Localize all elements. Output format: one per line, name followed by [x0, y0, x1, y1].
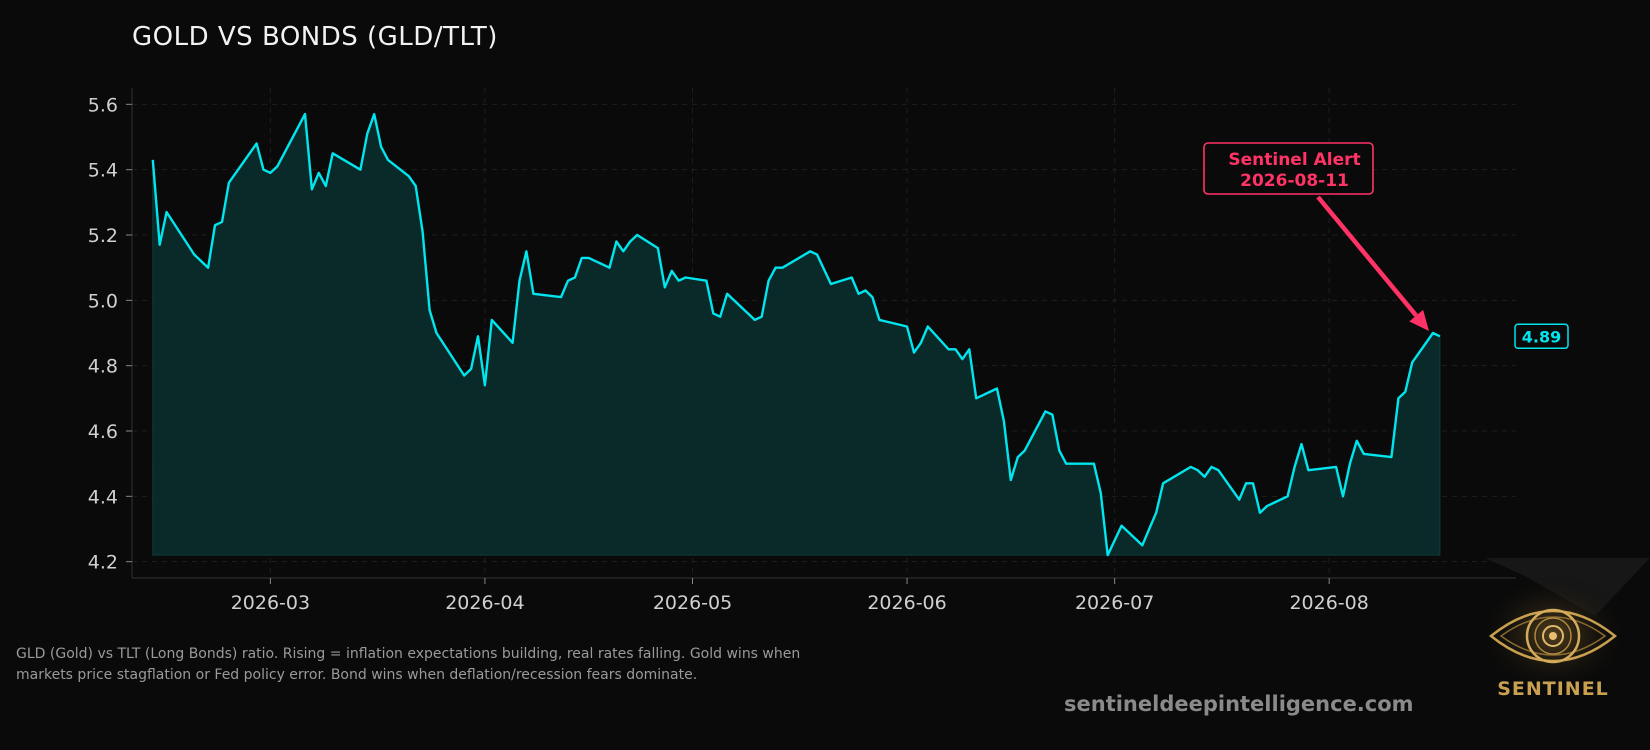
y-tick-label: 5.2 — [88, 225, 118, 247]
y-tick-label: 4.8 — [88, 356, 118, 378]
logo-text: SENTINEL — [1497, 678, 1609, 700]
alert-box — [1203, 142, 1374, 195]
alert-arrow-head — [1409, 309, 1429, 331]
y-tick-label: 4.6 — [88, 421, 118, 443]
alert-arrow-line — [1316, 195, 1418, 318]
x-axis-ticks: 2026-03 2026-04 2026-05 2026-06 2026-07 2026-… — [231, 578, 1369, 614]
x-tick-label: 2026-07 — [1075, 592, 1154, 614]
chart-caption: GLD (Gold) vs TLT (Long Bonds) ratio. Ri… — [16, 646, 801, 683]
y-tick-label: 5.0 — [88, 290, 118, 312]
x-tick-label: 2026-08 — [1289, 592, 1368, 614]
y-tick-label: 4.4 — [88, 486, 118, 508]
series-line — [151, 112, 1441, 557]
alert-title: Sentinel Alert — [1228, 150, 1360, 170]
chart-title: GOLD VS BONDS (GLD/TLT) — [132, 22, 498, 52]
y-axis-ticks: 4.2 4.4 4.6 4.8 5.0 5.2 5.4 5.6 — [88, 94, 132, 574]
y-tick-label: 5.4 — [88, 160, 118, 182]
eye-icon — [1489, 608, 1617, 664]
x-tick-label: 2026-06 — [867, 592, 946, 614]
y-tick-label: 4.2 — [88, 552, 118, 574]
area-layer — [151, 112, 1441, 557]
alert-date: 2026-08-11 — [1240, 171, 1349, 191]
site-url[interactable]: sentineldeepintelligence.com — [1064, 692, 1414, 716]
sentinel-logo: SENTINEL — [1465, 556, 1650, 716]
x-tick-label: 2026-03 — [231, 592, 310, 614]
x-tick-label: 2026-04 — [445, 592, 524, 614]
last-value-label: 4.89 — [1522, 327, 1561, 346]
x-tick-label: 2026-05 — [653, 592, 732, 614]
y-tick-label: 5.6 — [88, 94, 118, 116]
last-value-box — [1514, 323, 1569, 350]
